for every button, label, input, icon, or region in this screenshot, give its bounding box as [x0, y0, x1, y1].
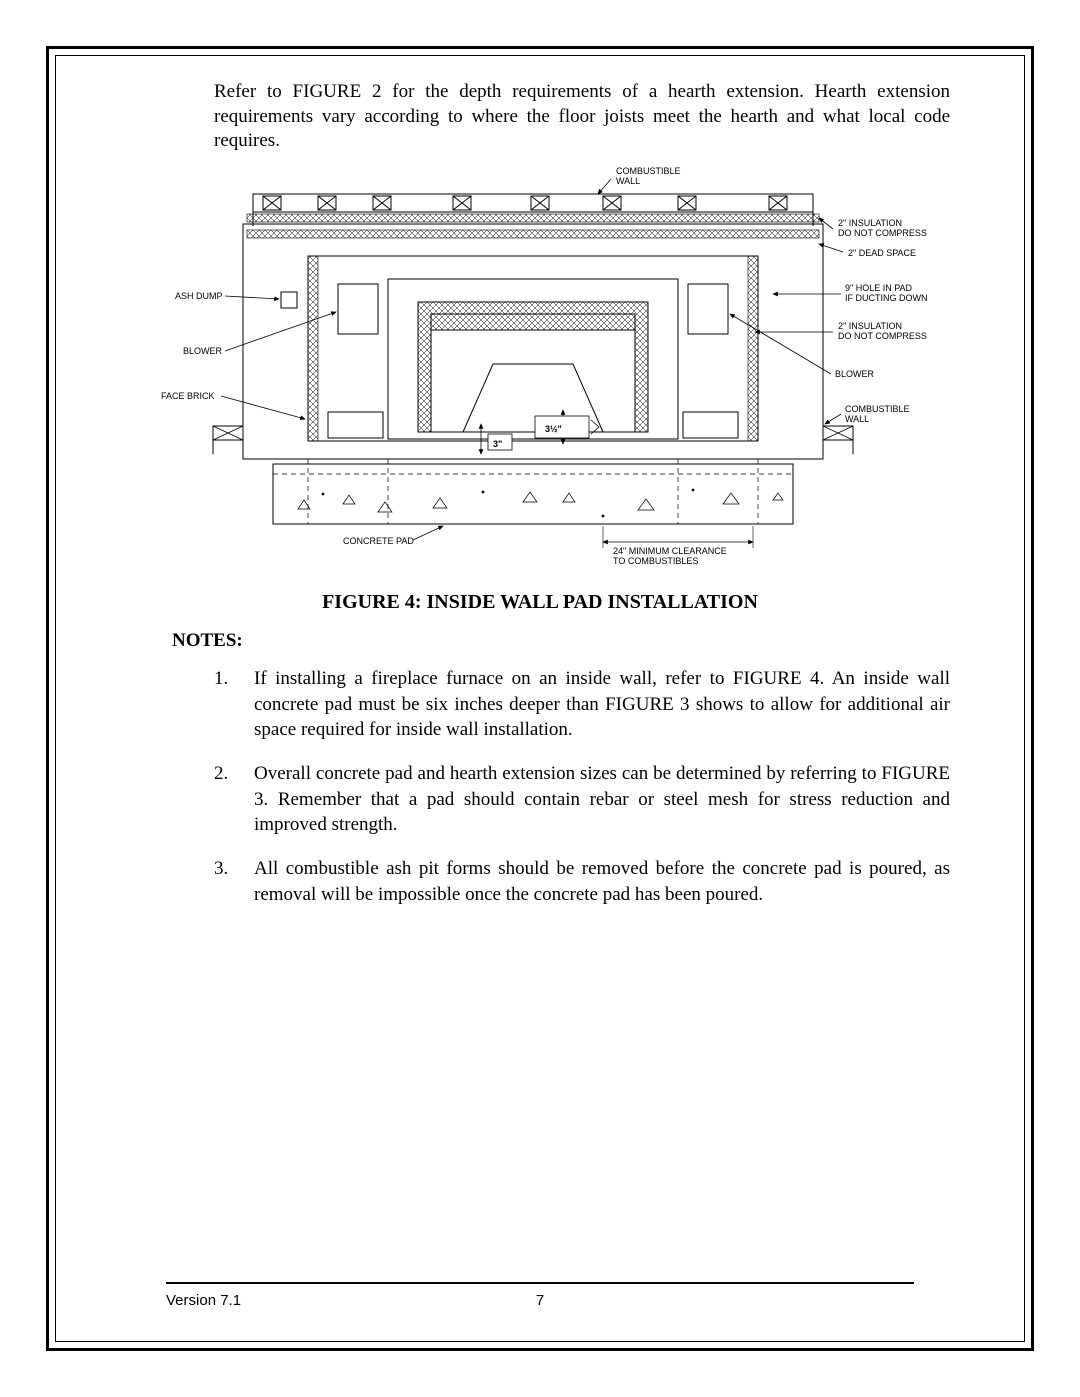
inner-border: Refer to FIGURE 2 for the depth requirem… — [55, 55, 1025, 1342]
figure-wrapper: COMBUSTIBLEWALL 2" INSULATIONDO NOT COMP… — [130, 164, 950, 614]
note-item: 1.If installing a fireplace furnace on a… — [214, 666, 950, 743]
outer-border: Refer to FIGURE 2 for the depth requirem… — [46, 46, 1034, 1351]
label-ash-dump: ASH DUMP — [175, 291, 223, 301]
page-content: Refer to FIGURE 2 for the depth requirem… — [130, 80, 950, 1317]
notes-list: 1.If installing a fireplace furnace on a… — [214, 666, 950, 907]
footer: Version 7.1 7 — [166, 1282, 914, 1309]
label-combustible-wall-top: COMBUSTIBLEWALL — [616, 166, 681, 186]
footer-page: 7 — [415, 1292, 664, 1309]
footer-version: Version 7.1 — [166, 1292, 415, 1309]
label-blower-r: BLOWER — [835, 369, 875, 379]
note-item: 3.All combustible ash pit forms should b… — [214, 856, 950, 907]
figure-caption: FIGURE 4: INSIDE WALL PAD INSTALLATION — [130, 591, 950, 614]
figure-diagram: COMBUSTIBLEWALL 2" INSULATIONDO NOT COMP… — [133, 164, 948, 582]
notes-heading: NOTES: — [172, 630, 950, 652]
label-face-brick: FACE BRICK — [161, 391, 215, 401]
label-dim35: 3½" — [545, 424, 562, 434]
label-dim3: 3" — [493, 439, 502, 449]
label-insulation-top: 2" INSULATIONDO NOT COMPRESS — [838, 218, 927, 238]
label-insulation-mid: 2" INSULATIONDO NOT COMPRESS — [838, 321, 927, 341]
label-hole: 9" HOLE IN PADIF DUCTING DOWN — [845, 283, 928, 303]
label-blower-l: BLOWER — [183, 346, 223, 356]
label-combustible-wall-r: COMBUSTIBLEWALL — [845, 404, 910, 424]
footer-rule — [166, 1282, 914, 1284]
intro-paragraph: Refer to FIGURE 2 for the depth requirem… — [214, 80, 950, 154]
label-concrete-pad: CONCRETE PAD — [343, 536, 414, 546]
label-dead-space: 2" DEAD SPACE — [848, 248, 916, 258]
note-item: 2.Overall concrete pad and hearth extens… — [214, 761, 950, 838]
label-clearance: 24" MINIMUM CLEARANCETO COMBUSTIBLES — [613, 546, 727, 566]
